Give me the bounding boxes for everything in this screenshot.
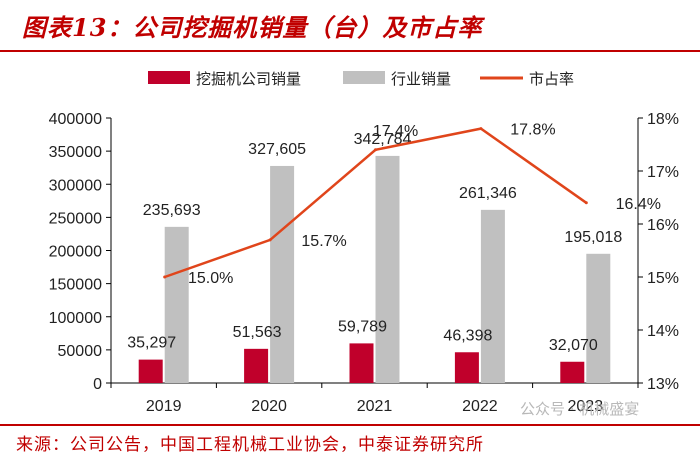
industry-bar (270, 165, 295, 383)
source-note: 来源：公司公告，中国工程机械工业协会，中泰证券研究所 (16, 435, 484, 455)
y-tick-label-left: 400000 (49, 111, 102, 128)
industry-data-label: 342,784 (354, 131, 412, 148)
legend-swatch-industry (343, 71, 385, 84)
legend-label-share: 市占率 (529, 71, 574, 88)
market-share-data-label: 16.4% (616, 196, 661, 213)
company-bar (454, 352, 479, 383)
market-share-point (163, 275, 167, 279)
industry-bar (375, 155, 400, 383)
industry-bar (164, 226, 189, 383)
y-tick-label-right: 15% (647, 270, 679, 287)
company-data-label: 35,297 (127, 335, 176, 352)
y-tick-label-left: 150000 (49, 277, 102, 294)
company-data-label: 46,398 (443, 327, 492, 344)
legend-label-industry: 行业销量 (391, 71, 451, 88)
title-bar: 图表13：公司挖掘机销量（台）及市占率 (0, 0, 700, 52)
y-tick-label-left: 0 (93, 376, 102, 393)
title-divider (0, 50, 700, 52)
industry-data-label: 195,018 (564, 229, 622, 246)
x-tick-label: 2023 (568, 398, 604, 415)
x-tick-label: 2019 (146, 398, 182, 415)
company-data-label: 59,789 (338, 318, 387, 335)
source-divider (0, 424, 700, 426)
industry-data-label: 235,693 (143, 202, 201, 219)
industry-bar (586, 253, 611, 383)
y-tick-label-left: 350000 (49, 144, 102, 161)
y-tick-label-right: 13% (647, 376, 679, 393)
x-tick-label: 2020 (251, 398, 287, 415)
industry-data-label: 261,346 (459, 185, 517, 202)
market-share-point (374, 148, 377, 152)
y-tick-label-right: 16% (647, 217, 679, 234)
company-bar (349, 343, 374, 383)
market-share-point (584, 201, 588, 205)
y-tick-label-right: 17% (647, 164, 679, 181)
y-tick-label-left: 250000 (49, 210, 102, 227)
company-bar (244, 348, 269, 383)
y-tick-label-right: 14% (647, 323, 679, 340)
company-bar (138, 359, 163, 383)
x-tick-label: 2021 (357, 398, 393, 415)
market-share-data-label: 15.7% (301, 233, 346, 250)
industry-bar (480, 209, 505, 383)
y-tick-label-left: 300000 (49, 177, 102, 194)
watermark: 公众号 · 机械盛宴 (520, 400, 640, 418)
chart-title: 图表13：公司挖掘机销量（台）及市占率 (22, 13, 483, 42)
company-data-label: 32,070 (549, 337, 598, 354)
market-share-data-label: 15.0% (188, 270, 233, 287)
y-tick-label-left: 100000 (49, 310, 102, 327)
industry-data-label: 327,605 (248, 141, 306, 158)
x-tick-label: 2022 (462, 398, 498, 415)
y-tick-label-left: 200000 (49, 244, 102, 261)
legend-swatch-company (148, 71, 190, 84)
market-share-data-label: 17.4% (373, 123, 418, 140)
market-share-data-label: 17.8% (510, 122, 555, 139)
chart: 0 50000 100000 150000 200000 250000 300000 3500… (49, 71, 679, 415)
market-share-point (268, 238, 272, 242)
y-tick-label-left: 50000 (58, 343, 103, 360)
company-bar (560, 361, 585, 383)
market-share-point (479, 127, 483, 131)
company-data-label: 51,563 (233, 324, 282, 341)
y-tick-label-right: 18% (647, 111, 679, 128)
legend-label-company: 挖掘机公司销量 (196, 71, 301, 88)
